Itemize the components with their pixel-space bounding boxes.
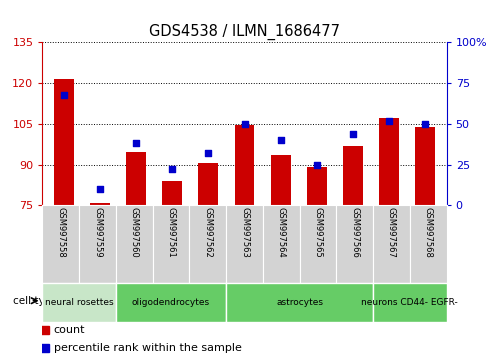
Bar <box>54 79 74 205</box>
Title: GDS4538 / ILMN_1686477: GDS4538 / ILMN_1686477 <box>149 23 340 40</box>
Text: GSM997558: GSM997558 <box>56 207 65 258</box>
Bar <box>343 145 363 205</box>
Point <box>132 141 140 146</box>
Point <box>60 92 68 97</box>
Bar <box>235 125 254 205</box>
Point <box>276 137 284 143</box>
Text: GSM997560: GSM997560 <box>130 207 139 258</box>
Text: GSM997561: GSM997561 <box>167 207 176 258</box>
Text: GSM997568: GSM997568 <box>424 207 433 258</box>
Point <box>96 186 104 192</box>
Text: GSM997567: GSM997567 <box>387 207 396 258</box>
Text: cell type: cell type <box>13 296 57 306</box>
Text: GSM997563: GSM997563 <box>240 207 249 258</box>
Text: percentile rank within the sample: percentile rank within the sample <box>54 343 242 353</box>
Text: GSM997559: GSM997559 <box>93 207 102 257</box>
Text: astrocytes: astrocytes <box>276 298 323 307</box>
Point <box>313 162 321 167</box>
Text: GSM997564: GSM997564 <box>277 207 286 258</box>
Point <box>168 167 176 172</box>
Text: GSM997562: GSM997562 <box>203 207 212 258</box>
Bar <box>162 181 182 205</box>
Text: GSM997566: GSM997566 <box>350 207 359 258</box>
Point <box>349 131 357 137</box>
Text: neural rosettes: neural rosettes <box>45 298 113 307</box>
Bar <box>307 167 327 205</box>
Point <box>385 118 393 124</box>
Text: neurons CD44- EGFR-: neurons CD44- EGFR- <box>361 298 458 307</box>
Bar <box>415 127 435 205</box>
Point <box>205 150 213 156</box>
Bar <box>199 163 219 205</box>
Bar <box>90 202 110 205</box>
Bar <box>126 152 146 205</box>
Point <box>421 121 429 127</box>
Text: count: count <box>54 325 85 335</box>
Point <box>241 121 249 127</box>
Text: oligodendrocytes: oligodendrocytes <box>132 298 210 307</box>
Bar <box>270 155 290 205</box>
Bar <box>379 119 399 205</box>
Text: GSM997565: GSM997565 <box>313 207 322 258</box>
